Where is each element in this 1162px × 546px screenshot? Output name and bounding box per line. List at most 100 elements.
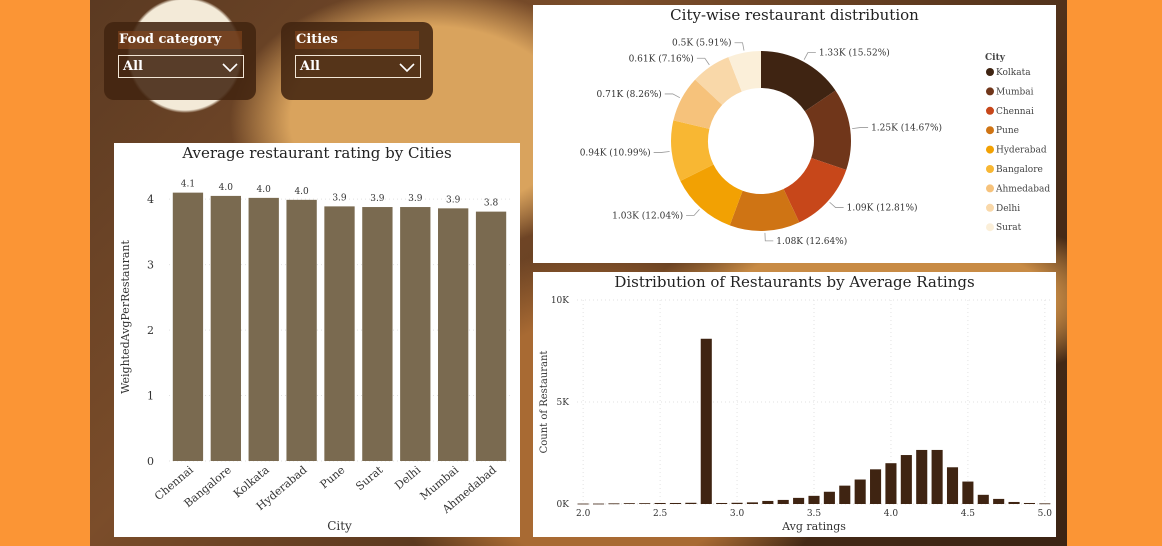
bar (286, 199, 317, 461)
legend-label: Pune (996, 126, 1019, 136)
data-label: 4.0 (294, 187, 309, 197)
leader-line (764, 232, 774, 242)
x-tick-label: 2.5 (653, 509, 668, 519)
data-label: 3.9 (446, 195, 461, 205)
legend-label: Kolkata (996, 68, 1031, 78)
legend-label: Delhi (996, 204, 1020, 214)
x-tick-label: 5.0 (1038, 509, 1053, 519)
legend-marker (986, 184, 994, 193)
leader-line (686, 209, 700, 216)
y-tick-label: 4 (147, 193, 154, 206)
slice-label: 0.5K (5.91%) (672, 38, 732, 49)
y-axis-title: WeightedAvgPerRestaurant (119, 240, 132, 394)
slice-label: 0.71K (8.26%) (597, 89, 662, 100)
x-tick-label: 3.5 (807, 509, 822, 519)
data-label: 3.9 (408, 194, 423, 204)
donut-slice (804, 90, 851, 170)
data-label: 4.0 (257, 185, 272, 195)
bar (210, 195, 241, 461)
hist-bar (1023, 502, 1035, 504)
hist-bar (716, 502, 728, 504)
hist-bar (639, 503, 651, 504)
hist-bar (762, 500, 774, 504)
city-rating-panel: Average restaurant rating by Cities 0 1 2 3… (114, 143, 520, 537)
cities-dropdown[interactable]: All (295, 55, 421, 78)
x-tick-label: Pune (318, 463, 348, 491)
legend-label: Surat (996, 223, 1022, 233)
donut-slice (695, 57, 742, 105)
hist-bar (931, 449, 943, 504)
leader-line (653, 151, 670, 153)
leader-line (696, 57, 710, 66)
x-axis-title: Avg ratings (781, 520, 846, 533)
leader-line (803, 52, 816, 60)
y-tick-label: 10K (551, 296, 569, 306)
food-category-value: All (123, 59, 143, 74)
rating-distribution-title: Distribution of Restaurants by Average R… (614, 273, 975, 291)
donut-slice (783, 157, 847, 223)
slice-label: 1.08K (12.64%) (776, 236, 847, 247)
hist-bar (916, 449, 928, 504)
hist-bar (669, 502, 682, 504)
hist-bar (746, 502, 758, 504)
cities-slicer: Cities All (281, 22, 433, 100)
y-tick-label: 0 (147, 455, 154, 468)
slice-label: 1.33K (15.52%) (819, 48, 890, 59)
data-label: 4.0 (219, 183, 234, 193)
donut-slice (728, 51, 761, 92)
legend-marker (986, 106, 994, 115)
hist-bar (700, 338, 712, 504)
food-category-slicer-title: Food category (118, 31, 242, 49)
data-label: 3.9 (370, 194, 385, 204)
x-tick-label: 4.0 (884, 509, 899, 519)
hist-bar (654, 502, 666, 504)
leader-line (829, 201, 844, 208)
hist-bar (977, 494, 989, 504)
legend-label: Hyderabad (996, 146, 1047, 156)
bar (400, 207, 431, 461)
data-label: 4.1 (181, 180, 195, 190)
bar (438, 208, 469, 461)
slice-label: 1.25K (14.67%) (871, 123, 942, 134)
city-distribution-panel: City-wise restaurant distribution 1.33K … (533, 5, 1056, 263)
hist-bar (839, 485, 851, 504)
legend-marker (986, 87, 994, 96)
leader-line (734, 42, 745, 51)
hist-bar (870, 469, 882, 504)
food-category-slicer: Food category All (104, 22, 256, 100)
hist-bar (1039, 503, 1051, 505)
legend-title: City (985, 53, 1006, 63)
city-distribution-title: City-wise restaurant distribution (670, 6, 919, 24)
hist-bar (962, 481, 974, 504)
hist-bar (946, 467, 959, 504)
hist-bar (608, 503, 620, 505)
slice-label: 1.09K (12.81%) (847, 203, 918, 214)
bar (362, 207, 393, 461)
x-tick-label: 4.5 (961, 509, 976, 519)
hist-bar (593, 503, 605, 505)
rating-distribution-chart: 2.0 2.5 3.0 3.5 4.0 4.5 5.0 0K 5K 10K Avg ratings C… (539, 296, 1053, 533)
y-tick-label: 2 (147, 324, 154, 337)
y-axis-title: Count of Restaurant (539, 351, 550, 454)
data-label: 3.9 (332, 193, 347, 203)
hist-bar (885, 463, 897, 504)
hist-bar (808, 495, 820, 504)
donut-slice (729, 188, 800, 231)
bar (324, 206, 355, 461)
legend-marker (986, 223, 994, 232)
hist-bar (1008, 501, 1020, 504)
food-category-dropdown[interactable]: All (118, 55, 244, 78)
legend-label: Chennai (996, 107, 1034, 117)
slice-label: 0.94K (10.99%) (580, 147, 651, 158)
city-rating-chart: 012344.1Chennai4.0Bangalore4.0Kolkata4.0… (119, 180, 510, 533)
x-tick-label: Delhi (392, 463, 423, 492)
bar (248, 197, 279, 461)
bar (475, 211, 507, 461)
hist-bar (685, 502, 697, 504)
y-tick-label: 0K (557, 500, 570, 510)
slice-label: 0.61K (7.16%) (629, 53, 694, 64)
leader-line (664, 93, 681, 99)
cities-slicer-title: Cities (295, 31, 419, 49)
donut-slice (673, 79, 723, 129)
x-tick-label: 3.0 (730, 509, 745, 519)
